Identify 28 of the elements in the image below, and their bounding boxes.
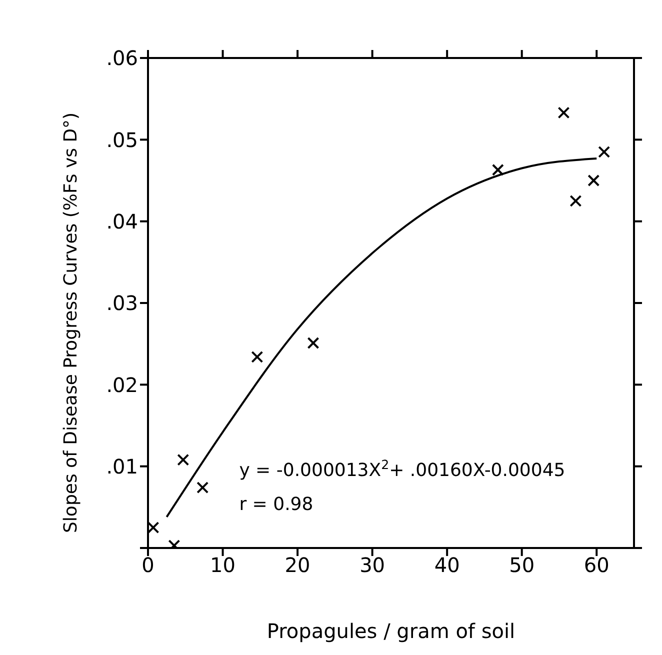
point [588, 174, 600, 186]
y-tick-label: .05 [106, 128, 138, 152]
point [558, 106, 570, 119]
x-axis-title: Propagules / gram of soil [266, 619, 516, 643]
y-axis-title: Slopes of Disease Progress Curves (%Fs vs D°) [60, 112, 82, 533]
point [598, 146, 610, 158]
x-tick-label: 50 [509, 553, 535, 578]
x-tick-label: 60 [584, 553, 610, 578]
point [307, 337, 320, 350]
annotation: r = 0.98 [239, 494, 314, 515]
point [196, 482, 209, 494]
point [177, 454, 190, 466]
point [570, 194, 582, 207]
point [251, 350, 264, 363]
y-tick-label: .04 [106, 209, 138, 234]
point [492, 164, 504, 176]
x-tick-label: 10 [210, 553, 236, 578]
y-tick-label: .06 [106, 46, 138, 70]
annotation: y = -0.000013X$^{2}$+ .00160X-0.00045 [239, 456, 566, 481]
x-tick-label: 20 [284, 553, 310, 578]
y-tick-label: .01 [106, 454, 138, 478]
x-tick-label: 30 [360, 553, 386, 578]
x-tick-label: 40 [434, 553, 460, 578]
y-tick-label: .03 [106, 291, 138, 316]
y-tick-label: .02 [106, 372, 138, 397]
line-series [166, 157, 598, 518]
x-tick-label: 0 [142, 553, 154, 578]
point [148, 522, 160, 534]
